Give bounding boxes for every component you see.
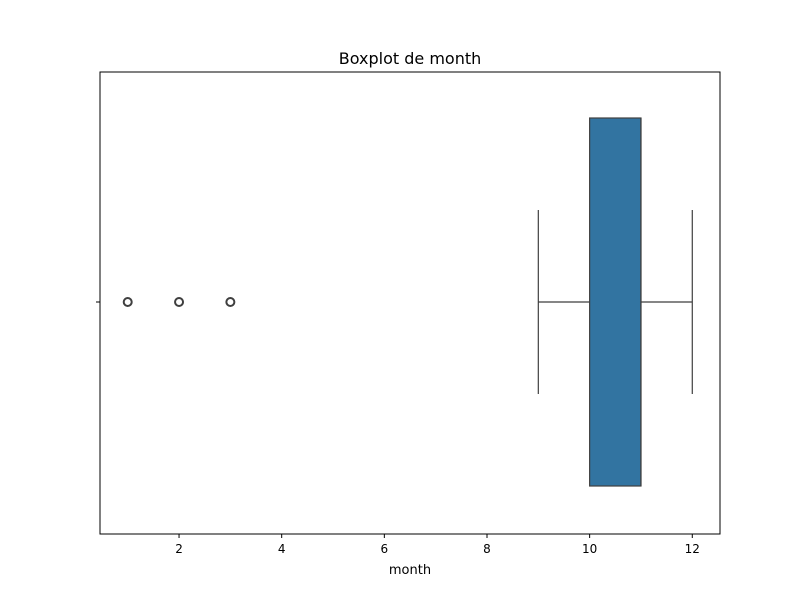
x-axis-label: month	[389, 563, 431, 578]
iqr-box	[589, 117, 642, 487]
chart-title: Boxplot de month	[339, 49, 482, 68]
box-group	[537, 117, 693, 487]
outlier-point	[122, 297, 133, 307]
x-tick-label: 2	[175, 542, 183, 556]
x-tick-label: 4	[278, 542, 286, 556]
plot-area-frame	[99, 71, 721, 535]
x-tick-label: 12	[685, 542, 700, 556]
x-axis: 2 4 6 8 10 12	[175, 534, 700, 556]
x-tick-label: 6	[381, 542, 389, 556]
outlier-point	[174, 297, 185, 307]
outlier-point	[225, 297, 236, 307]
x-tick-label: 8	[483, 542, 491, 556]
outlier-group	[122, 297, 236, 307]
x-tick-label: 10	[582, 542, 597, 556]
